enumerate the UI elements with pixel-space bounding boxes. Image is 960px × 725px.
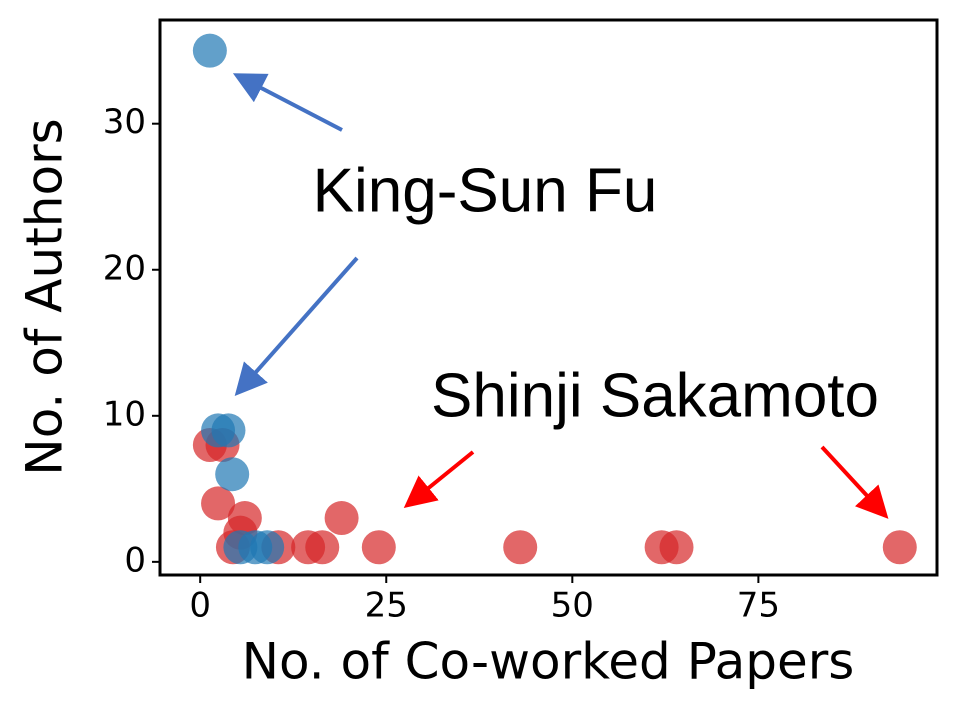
x-tick-label: 50 [551,586,594,626]
x-axis-label: No. of Co-worked Papers [242,633,855,691]
x-tick-label: 75 [737,586,780,626]
annotation: King-Sun Fu [313,156,658,225]
x-tick-label: 0 [189,586,211,626]
point [503,530,538,565]
y-axis-label: No. of Authors [16,118,74,475]
annotation: Shinji Sakamoto [431,361,879,430]
point [211,413,246,448]
y-tick-label: 20 [103,248,146,288]
arrow [232,73,343,132]
arrow [234,256,359,396]
arrow [403,450,475,509]
x-tick-label: 25 [365,586,408,626]
point [659,530,694,565]
y-tick-label: 0 [124,540,146,580]
point [201,486,236,521]
point [250,530,285,565]
point [305,530,340,565]
point [215,457,250,492]
plot-frame [158,18,939,577]
point [192,33,227,68]
point [882,530,917,565]
point [361,530,396,565]
y-tick-label: 10 [103,394,146,434]
y-tick-label: 30 [103,102,146,142]
point [324,501,359,536]
arrow [820,445,889,519]
